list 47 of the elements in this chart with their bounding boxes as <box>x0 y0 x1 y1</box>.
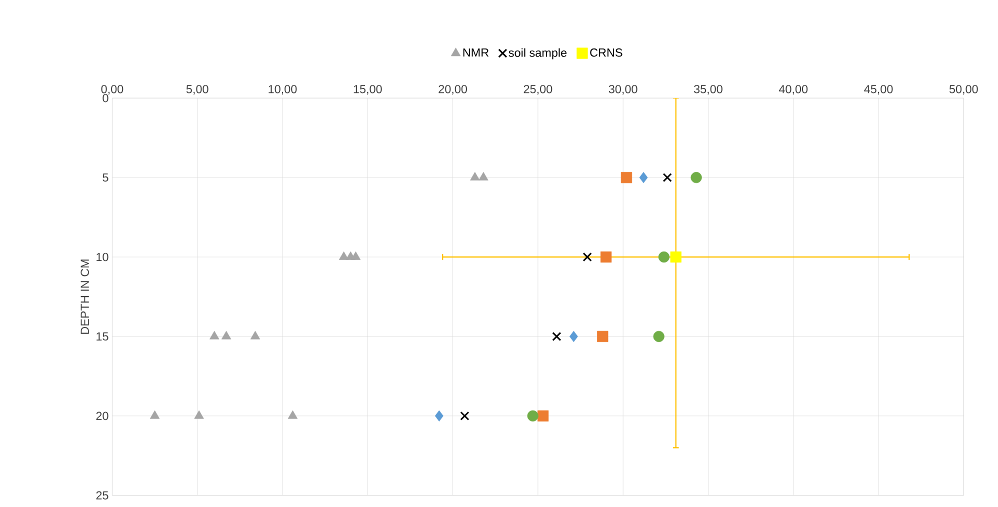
x-tick-label: 35,00 <box>694 84 722 95</box>
x-tick-label: 15,00 <box>354 84 382 95</box>
point <box>690 172 702 184</box>
point <box>662 172 672 182</box>
legend-label: CRNS <box>590 48 622 57</box>
x-tick-label: 50,00 <box>949 84 978 95</box>
x-tick-label: 40,00 <box>778 84 808 95</box>
x-tick-label: 5,00 <box>186 84 208 95</box>
point <box>194 410 204 419</box>
point <box>221 330 232 340</box>
y-tick-label: 20 <box>96 412 108 420</box>
point <box>250 330 260 340</box>
x-tick-label: 10,00 <box>268 84 297 95</box>
legend-label: soil sample <box>508 48 567 60</box>
y-tick-label: 5 <box>102 173 108 182</box>
x-tick-label: 30,00 <box>608 84 638 95</box>
point <box>537 410 549 422</box>
point <box>653 330 664 342</box>
point <box>552 332 562 341</box>
point <box>210 330 220 340</box>
point <box>527 410 538 422</box>
x-tick-label: 20,00 <box>438 84 468 95</box>
point <box>597 330 608 342</box>
legend-label: NMR <box>463 48 489 56</box>
x-tick-label: 45,00 <box>864 84 893 95</box>
point <box>582 252 592 262</box>
point <box>600 251 612 263</box>
point <box>658 251 670 263</box>
point <box>470 172 480 180</box>
y-tick-label: 10 <box>96 252 108 262</box>
point <box>569 330 578 342</box>
point <box>434 410 444 422</box>
point <box>670 251 682 263</box>
x-tick-label: 25,00 <box>524 84 552 95</box>
y-axis-title: DEPTH IN CM <box>80 260 89 334</box>
y-tick-label: 0 <box>102 94 108 102</box>
y-tick-label: 25 <box>96 491 108 500</box>
point <box>639 172 648 184</box>
point <box>150 410 160 419</box>
point <box>288 410 298 419</box>
point <box>478 172 488 180</box>
point <box>460 411 470 420</box>
point <box>620 172 632 184</box>
x-tick-label: 0,00 <box>101 84 124 95</box>
point <box>338 251 349 260</box>
y-tick-label: 15 <box>96 332 108 340</box>
point <box>350 251 361 260</box>
